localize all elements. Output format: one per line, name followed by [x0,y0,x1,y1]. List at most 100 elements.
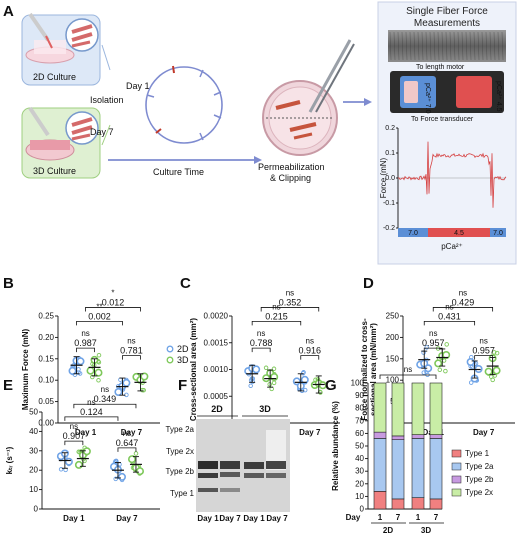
culture-3d-illustration [21,106,101,179]
gel-band-type2b: Type 2b [166,467,195,476]
bar-segment-type1 [391,498,405,510]
striation [461,31,464,61]
replicate-mean-point [118,472,127,481]
pca-bar-70a [398,228,428,237]
striation [453,31,456,61]
data-point [444,342,449,347]
significance-pvalue: 0.957 [422,338,445,348]
gel-image [196,419,290,512]
striation [397,31,400,61]
significance-bracket [122,355,141,360]
data-point [424,345,429,350]
data-point [90,374,95,380]
striation [501,31,504,61]
gel-lane-4: Day 7 [266,514,288,523]
significance-marker: ns [70,422,78,431]
significance-pvalue: 0.916 [298,346,321,356]
g-x-tick-label: 7 [396,513,401,522]
y-tick-label: 50 [29,408,38,417]
timeline-circle [145,65,223,144]
gel-group-2d: 2D [211,404,223,414]
significance-marker: ns [459,288,467,297]
g-x-tick-label: 7 [434,513,439,522]
significance-bracket [76,320,123,326]
data-point [133,451,139,456]
bar-segment-type2x [429,382,443,435]
data-point [491,350,497,355]
bar-segment-type2a [391,439,405,500]
culture-3d-label: 3D Culture [33,166,76,176]
y-axis-label-2: sectional area (mN/mm²) [369,323,378,416]
fiber-striations [389,31,504,61]
gel-lane-2: Day 7 [219,514,241,523]
bar-segment-type2a [373,438,387,492]
y-tick-label: 0.0020 [204,312,229,321]
g-y-tick-label: 100 [351,379,365,388]
x-category-label: Day 1 [75,428,97,437]
significance-pvalue: 0.987 [74,338,97,348]
significance-marker: ns [272,302,280,311]
y-tick-label: 10 [29,485,38,494]
g-y-tick-label: 60 [355,429,364,438]
data-point [141,387,146,393]
replicate-mean-point [270,372,279,381]
data-point [271,366,277,372]
pca-bar-45 [428,228,490,237]
timeline-isolation: Isolation [90,95,124,105]
significance-bracket [251,347,271,353]
y-tick-label: 0.20 [38,333,54,342]
gel-group-3d: 3D [259,404,271,414]
striation [437,31,440,61]
bar-segment-type2b [391,435,405,441]
g-y-tick-label: 10 [355,492,364,501]
significance-bracket [432,307,494,312]
data-point [250,379,255,384]
bar-segment-type2b [429,434,443,439]
significance-bracket [85,307,141,312]
bar-segment-type1 [373,491,387,510]
force-ytick-label: 0.2 [385,125,395,132]
striation [481,31,484,61]
y-tick-label: 0 [34,505,39,514]
significance-pvalue: 0.002 [88,311,111,321]
gel-lane-1: Day 1 [197,514,219,523]
striation [417,31,420,61]
significance-marker: * [111,288,114,297]
bar-segment-type2a [429,438,443,500]
bar-segment-type2b [373,431,387,439]
pca-bar-label-2: 4.5 [454,230,464,237]
y-tick-label: 200 [386,333,400,342]
significance-marker: ns [101,385,109,394]
g-x-tick-label: 1 [416,513,421,522]
replicate-mean-point [252,365,261,374]
data-point [113,476,118,482]
to-force-transducer: To Force transducer [411,116,474,123]
significance-marker: ns [123,429,131,438]
replicate-mean-point [122,378,131,387]
significance-marker: ns [306,337,314,346]
pca-bar-label-3: 7.0 [493,230,503,237]
y-axis-label: Cross-sectional area (mm²) [189,318,198,421]
g-significance-marker: ns [404,365,412,374]
chamber-fiber [404,81,418,103]
significance-bracket [117,447,137,452]
g-y-tick-label: 20 [355,479,364,488]
data-point [96,378,101,383]
significance-bracket [64,440,84,446]
culture-2d-label: 2D Culture [33,72,76,82]
significance-marker: ns [257,329,265,338]
legend-label-2D: 2D [177,344,189,354]
link-2d [101,44,111,71]
legend-label-3D: 3D [177,355,189,365]
significance-pvalue: 0.349 [94,394,117,404]
replicate-mean-point [82,447,91,456]
g-group-label-3d: 3D [421,526,431,535]
sf-title-2: Measurements [414,18,480,29]
x-category-label: Day 7 [121,428,143,437]
g-group-label-2d: 2D [383,526,393,535]
y-tick-label: 0.15 [38,354,54,363]
striation [445,31,448,61]
perm-label-2: & Clipping [270,173,311,183]
y-axis-label: Maximum Force (mN) [21,328,30,410]
